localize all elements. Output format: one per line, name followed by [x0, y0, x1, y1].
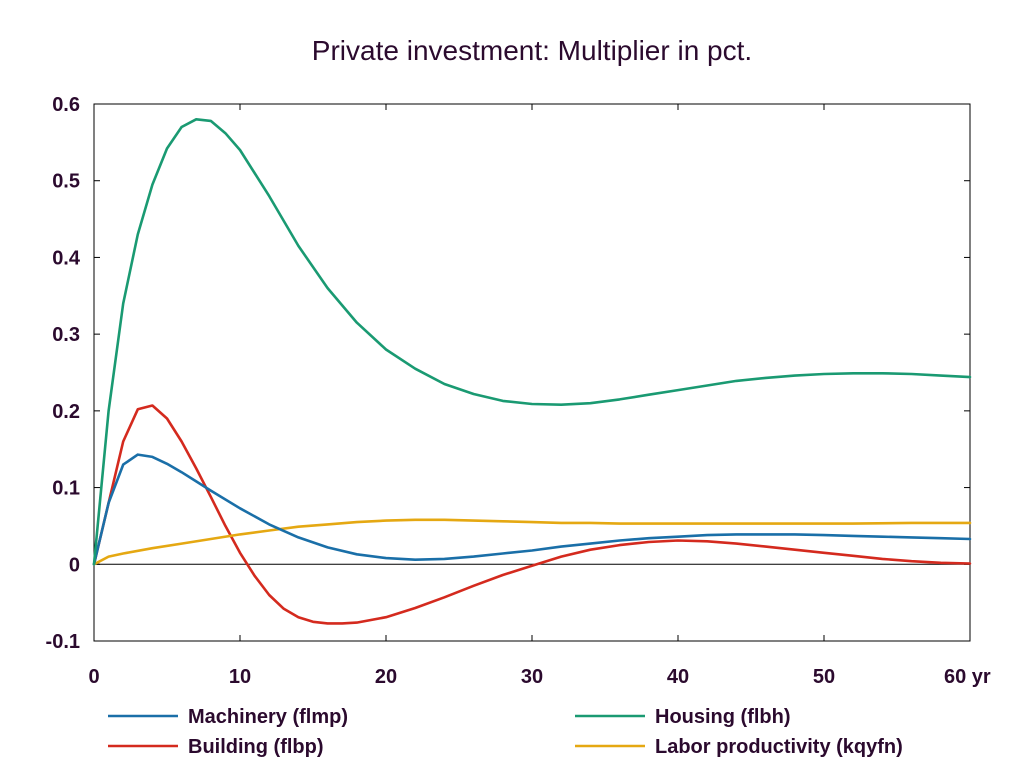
x-tick-label: 20 — [375, 666, 397, 688]
series-line-3 — [92, 518, 972, 566]
y-tick-label: 0.2 — [52, 401, 80, 423]
x-tick-label: 10 — [229, 666, 251, 688]
x-tick-labels: 0 10 20 30 40 50 60 yr — [88, 104, 991, 688]
legend-label: Labor productivity (kqyfn) — [655, 736, 903, 758]
y-tick-label: 0 — [69, 554, 80, 576]
legend-label: Building (flbp) — [188, 736, 324, 758]
x-tick-label: 0 — [88, 666, 99, 688]
series-line-2 — [92, 404, 972, 625]
series-line-0 — [92, 453, 972, 566]
x-tick-label: 30 — [521, 666, 543, 688]
legend: Machinery (flmp) Housing (flbh) Building (… — [108, 706, 903, 758]
chart-title: Private investment: Multiplier in pct. — [312, 35, 752, 66]
series-lines — [92, 118, 972, 625]
y-tick-label: 0.4 — [52, 247, 81, 269]
series-line-1 — [92, 118, 972, 566]
y-tick-label: 0.5 — [52, 171, 80, 193]
y-tick-labels: -0.1 0 0.1 0.2 0.3 0.4 0.5 0.6 — [46, 94, 970, 653]
x-tick-label: 60 yr — [944, 666, 991, 688]
legend-label: Housing (flbh) — [655, 706, 791, 728]
legend-label: Machinery (flmp) — [188, 706, 348, 728]
y-tick-label: 0.1 — [52, 478, 80, 500]
y-tick-label: -0.1 — [46, 631, 80, 653]
y-tick-label: 0.6 — [52, 94, 80, 116]
x-tick-label: 50 — [813, 666, 835, 688]
x-tick-label: 40 — [667, 666, 689, 688]
y-tick-label: 0.3 — [52, 324, 80, 346]
